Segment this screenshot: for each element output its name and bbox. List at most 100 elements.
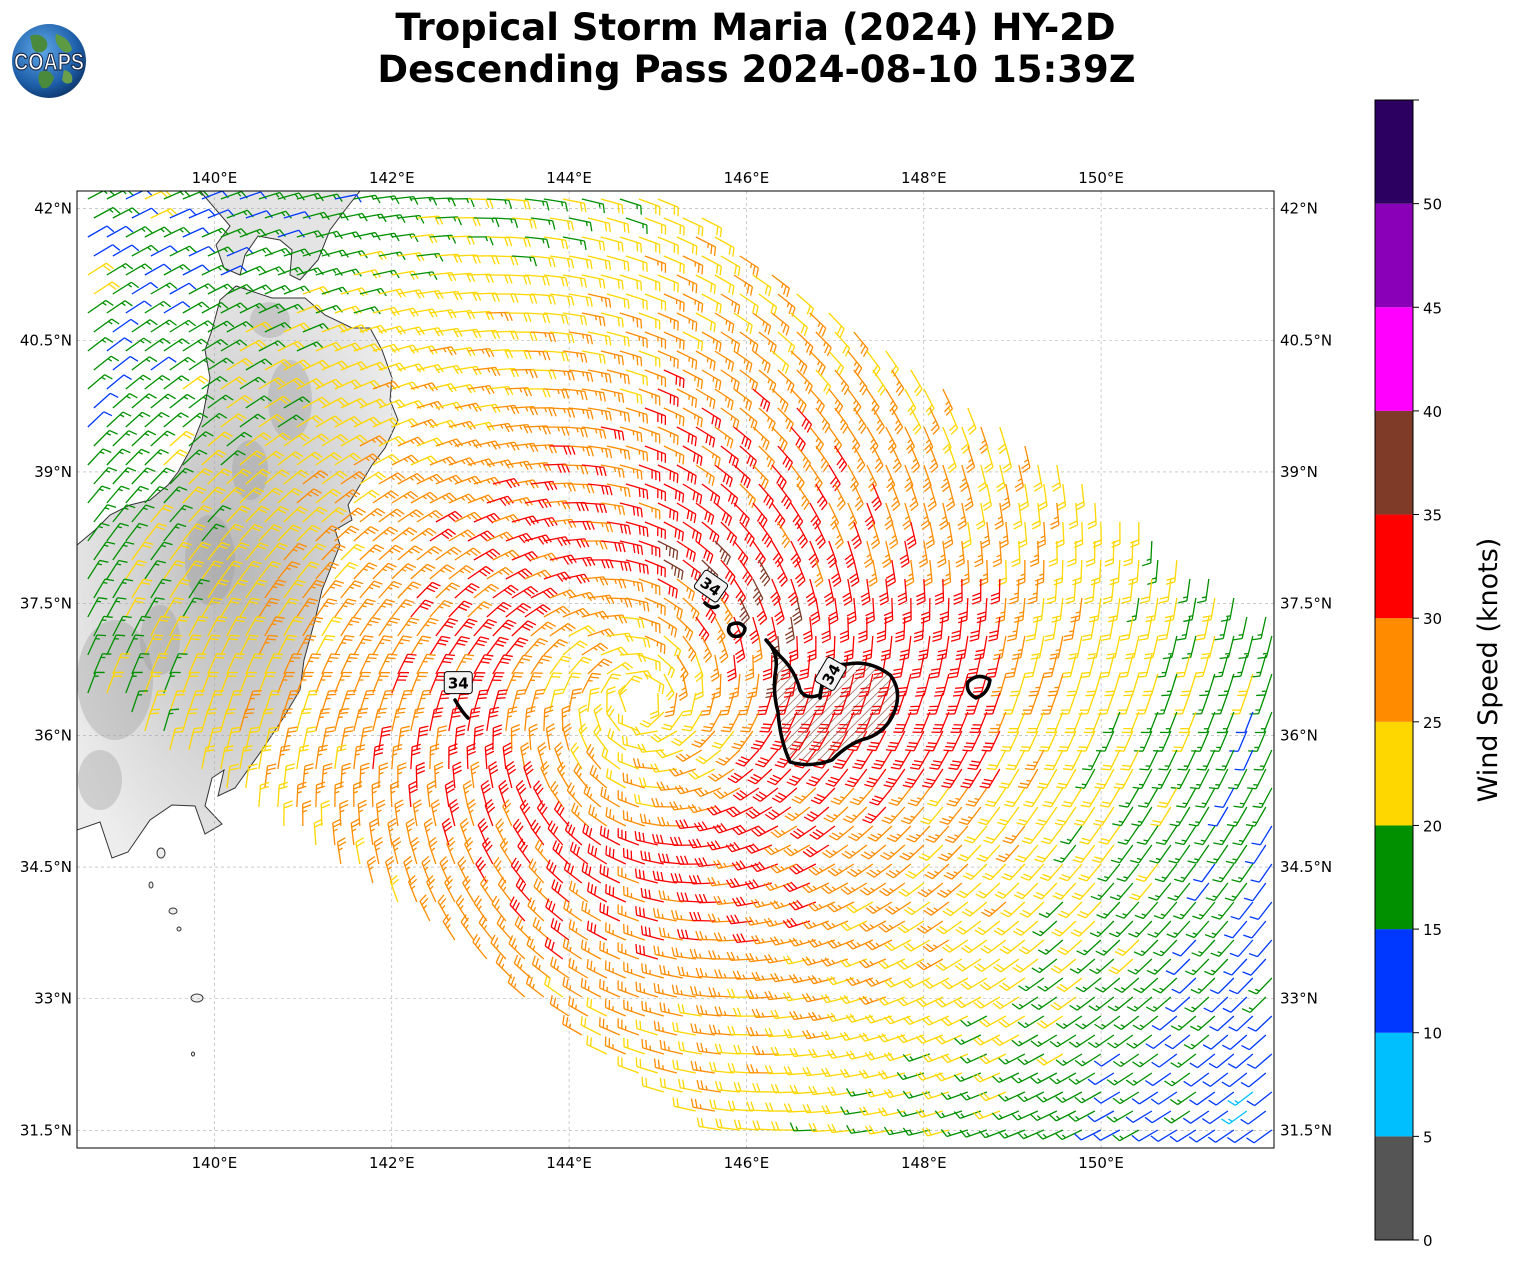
wind-barb (131, 282, 159, 295)
wind-barb (619, 236, 642, 253)
lon-tick-label-top: 142°E (369, 169, 415, 187)
wind-barb (182, 264, 210, 276)
wind-barb (600, 312, 624, 328)
island-miyake (168, 907, 178, 915)
wind-barb (543, 236, 569, 250)
wind-barb (606, 217, 630, 234)
lon-tick-label-bottom: 148°E (901, 1154, 947, 1172)
wind-barb (112, 244, 140, 257)
lat-tick-label-left: 42°N (34, 200, 72, 218)
wind-barb (543, 312, 569, 325)
wind-barb (752, 312, 772, 335)
wind-barb (397, 252, 425, 262)
wind-barb (353, 306, 381, 315)
island-niijima (148, 881, 154, 889)
colorbar-title: Wind Speed (knots) (1473, 538, 1504, 803)
wind-barb (676, 274, 698, 294)
lat-tick-label-left: 39°N (34, 463, 72, 481)
coaps-logo: COAPS (12, 24, 86, 98)
wind-barb (695, 312, 716, 333)
lat-tick-label-left: 36°N (34, 726, 72, 744)
colorbar-bin (1375, 100, 1413, 204)
wind-barb (657, 312, 679, 331)
wind-barb (796, 293, 815, 318)
colorbar-bin (1375, 410, 1413, 515)
wind-barb (581, 274, 606, 289)
wind-barb (663, 293, 685, 312)
colorbar: 0 5 10 15 20 25 30 35 40 45 50 Wind Speed (knots) (1374, 99, 1504, 1250)
lat-tick-label-left: 37.5°N (20, 595, 72, 613)
wind-barb (302, 211, 330, 221)
wind-barb (486, 198, 513, 209)
wind-barb (467, 198, 494, 209)
contour-34kt-mid (818, 682, 824, 700)
wind-barb (682, 217, 704, 237)
wind-barb (511, 293, 538, 304)
wind-barb (619, 198, 642, 215)
lat-tick-label-right: 37.5°N (1280, 595, 1332, 613)
wind-barb (676, 236, 698, 256)
wind-barb (568, 217, 593, 232)
wind-barb (587, 293, 612, 308)
wind-barb (125, 226, 153, 238)
wind-barb (568, 255, 593, 270)
wind-barb (182, 301, 210, 314)
wind-barb (93, 244, 121, 257)
wind-barb (606, 293, 630, 309)
wind-barb (163, 301, 191, 314)
wind-barb (600, 236, 624, 252)
wind-barb (125, 263, 153, 276)
wind-barb (201, 264, 229, 276)
colorbar-bin (1375, 514, 1413, 619)
wind-barb (429, 309, 457, 319)
wind-barb (758, 293, 778, 316)
wind-barb (296, 230, 324, 239)
colorbar-tick-label: 25 (1423, 714, 1442, 732)
wind-barb (657, 198, 679, 217)
lon-tick-label-top: 148°E (901, 169, 947, 187)
wind-barb (492, 293, 519, 303)
wind-barb (619, 312, 643, 329)
wind-barb (321, 249, 349, 258)
lon-tick-label-bottom: 142°E (369, 1154, 415, 1172)
wind-barb (106, 225, 134, 238)
wind-barb (435, 290, 463, 301)
colorbar-bin (1375, 721, 1413, 826)
wind-barb (492, 217, 519, 228)
wind-barb (771, 274, 790, 298)
wind-barb (695, 236, 717, 256)
wind-barb (207, 246, 235, 257)
wind-barb (467, 236, 494, 246)
lon-tick-label-top: 140°E (192, 169, 238, 187)
wind-barb (562, 274, 587, 288)
wind-barb (245, 284, 273, 295)
wind-barb (492, 255, 519, 266)
wind-barbs (87, 191, 1273, 1144)
figure-title-line-2: Descending Pass 2024-08-10 15:39Z (377, 48, 1136, 91)
wind-barb (714, 312, 735, 334)
colorbar-tick-label: 35 (1423, 507, 1442, 525)
wind-barb (169, 208, 197, 219)
contour-label-34: 34 (443, 671, 473, 695)
wind-barb (625, 255, 648, 272)
wind-barb (486, 311, 513, 322)
wind-barb (562, 236, 587, 251)
wind-barb (239, 191, 267, 200)
wind-barb (207, 283, 235, 295)
island-hachijo (190, 993, 204, 1003)
colorbar-bin (1375, 1136, 1413, 1240)
wind-barb (790, 312, 808, 337)
wind-barb (125, 300, 152, 314)
wind-barb (106, 262, 134, 276)
island-aogashima (191, 1051, 195, 1057)
wind-barb (562, 198, 587, 213)
wind-barb (720, 293, 741, 315)
wind-barb (169, 245, 197, 257)
wind-barb (315, 267, 343, 276)
wind-barb (448, 309, 476, 320)
colorbar-bin (1375, 929, 1413, 1033)
lon-tick-label-bottom: 146°E (724, 1154, 770, 1172)
wind-barb (334, 305, 362, 315)
wind-barb (334, 268, 362, 277)
wind-barb (220, 265, 248, 276)
